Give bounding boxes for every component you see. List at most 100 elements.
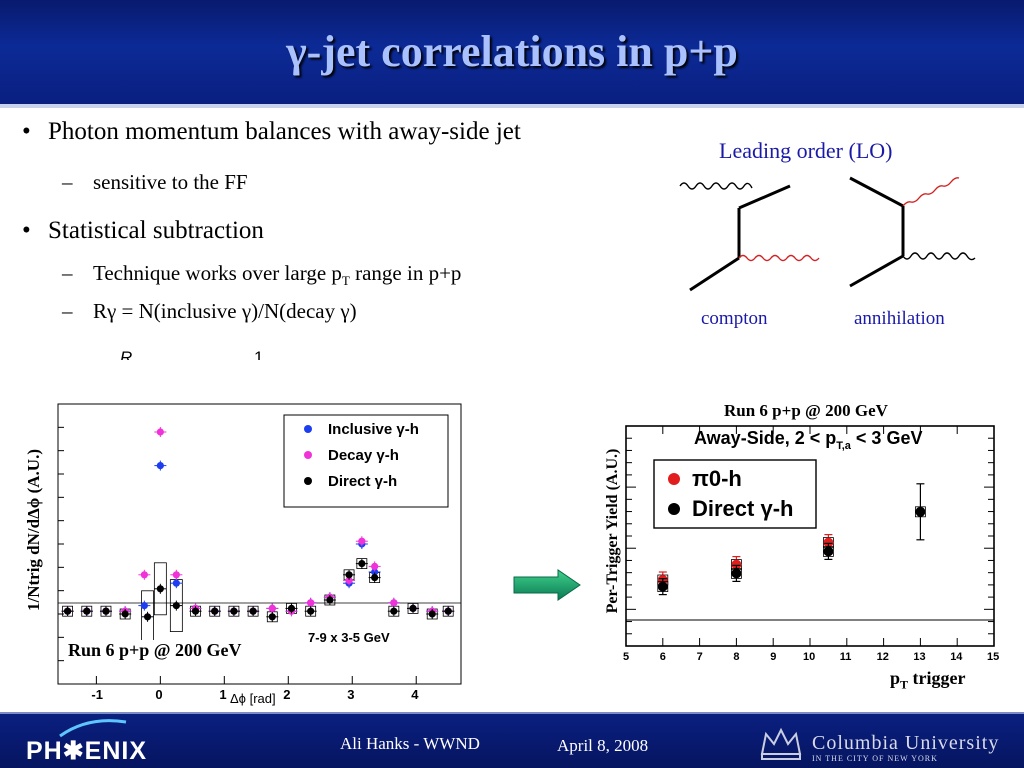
left-point-2 — [444, 607, 452, 615]
footer-date: April 8, 2008 — [557, 736, 649, 755]
left-point-2 — [287, 604, 296, 612]
left-point-2 — [326, 596, 334, 604]
sub-bullet-2-1: Technique works over large pT range in p… — [93, 261, 462, 289]
right-x-tick-label: 8 — [733, 651, 739, 663]
left-legend-entry: Inclusive γ-h — [328, 421, 419, 438]
left-point-1 — [345, 576, 353, 584]
slide-title: γ-jet correlations in p+p — [286, 27, 738, 76]
left-x-tick-label: -1 — [91, 687, 103, 702]
left-x-tick-label: 4 — [411, 687, 419, 702]
right-legend-box — [653, 459, 817, 529]
left-point-1 — [156, 428, 164, 436]
left-point-0 — [156, 462, 164, 470]
left-point-2 — [83, 607, 91, 615]
left-legend-entry: Direct γ-h — [328, 473, 397, 490]
left-point-2 — [345, 571, 353, 579]
left-point-1 — [390, 599, 398, 607]
left-legend-marker — [304, 451, 312, 459]
right-point-0 — [823, 537, 834, 548]
right-plot-panel: 5 6 7 8 9 10 11 12 13 14 15 Away-Side, 2 < pT,a < … — [598, 420, 1008, 720]
left-point-2 — [63, 607, 72, 615]
left-point-2 — [121, 610, 129, 618]
compton-quark-line — [738, 184, 791, 210]
right-legend-marker — [668, 503, 680, 515]
left-legend-marker — [304, 425, 312, 433]
right-x-tick-label: 14 — [950, 651, 963, 663]
left-point-0 — [140, 602, 148, 610]
left-point-2 — [156, 585, 164, 593]
svg-text:1: 1 — [254, 348, 263, 367]
left-x-tick-label: 1 — [219, 687, 226, 702]
left-y-axis-label: 1/Ntrig dN/dΔϕ (A.U.) — [24, 449, 43, 611]
left-point-1 — [172, 571, 180, 579]
right-legend-entry: Direct γ-h — [692, 496, 793, 521]
left-data-points — [61, 427, 455, 622]
sub-bullet-1-dash: – — [62, 170, 73, 194]
left-point-2 — [268, 613, 276, 621]
right-point-1 — [731, 568, 742, 579]
left-point-1 — [371, 562, 379, 570]
left-point-2 — [211, 607, 219, 615]
left-legend-marker — [304, 477, 312, 485]
left-point-0 — [172, 579, 180, 587]
left-point-2 — [230, 607, 238, 615]
caption-annihilation: annihilation — [854, 308, 945, 329]
slide-header — [0, 0, 1024, 104]
left-point-2 — [191, 607, 200, 615]
left-point-2 — [307, 607, 315, 615]
right-point-1 — [657, 581, 668, 592]
annihilation-gluon-line — [902, 252, 976, 261]
feynman-diagrams — [679, 176, 976, 292]
left-point-1 — [307, 599, 315, 607]
right-y-axis-label: Per-Trigger Yield (A.U.) — [604, 448, 621, 614]
right-x-tick-label: 7 — [697, 651, 703, 663]
bullet-1: Photon momentum balances with away-side … — [48, 118, 521, 145]
slide-footer — [0, 714, 1024, 768]
right-x-ticks: 5 6 7 8 9 10 11 12 13 14 15 — [623, 426, 999, 663]
annihilation-antiquark-in — [849, 254, 904, 288]
left-x-tick-label: 3 — [347, 687, 354, 702]
compton-out-quark — [689, 256, 740, 292]
transition-arrow-icon — [513, 569, 581, 601]
left-point-2 — [371, 574, 379, 582]
caption-compton: compton — [701, 308, 768, 329]
left-legend: Inclusive γ-h Decay γ-h Direct γ-h — [304, 421, 419, 490]
left-legend-entry: Decay γ-h — [328, 447, 399, 464]
left-point-1 — [358, 537, 366, 545]
annihilation-photon-line — [902, 177, 960, 207]
right-x-tick-label: 11 — [840, 651, 852, 663]
left-point-2 — [358, 560, 366, 568]
header-divider — [0, 104, 1024, 108]
left-annotation: 7-9 x 3-5 GeV — [308, 630, 390, 645]
left-point-2 — [249, 607, 257, 615]
right-x-tick-label: 5 — [623, 651, 629, 663]
left-point-1 — [140, 571, 148, 579]
right-x-tick-label: 13 — [913, 651, 925, 663]
diagram-title: Leading order (LO) — [719, 138, 893, 163]
sub-bullet-1-1: sensitive to the FF — [93, 170, 248, 194]
left-x-tick-label: 0 — [155, 687, 162, 702]
right-top-label: Run 6 p+p @ 200 GeV — [724, 401, 888, 420]
left-point-2 — [172, 602, 180, 610]
right-x-tick-label: 15 — [987, 651, 999, 663]
right-point-1 — [915, 506, 926, 517]
compton-photon-line — [738, 254, 820, 262]
sub-bullet-2-2: Rγ = N(inclusive γ)/N(decay γ) — [93, 299, 357, 323]
columbia-logo: Columbia University — [812, 732, 1000, 754]
footer-divider — [0, 712, 1024, 715]
columbia-crown-icon — [760, 727, 802, 760]
right-x-tick-label: 10 — [803, 651, 815, 663]
left-point-2 — [143, 613, 152, 621]
right-point-1 — [823, 546, 834, 557]
right-legend: π0-h Direct γ-h — [668, 466, 793, 521]
right-legend-entry: π0-h — [692, 466, 742, 491]
right-point-0 — [731, 559, 742, 570]
left-run-label: Run 6 p+p @ 200 GeV — [68, 640, 242, 661]
right-x-tick-label: 6 — [660, 651, 666, 663]
bullet-1-marker: • — [22, 118, 31, 145]
columbia-logo-sub: IN THE CITY OF NEW YORK — [812, 754, 938, 763]
right-data-points — [657, 483, 926, 596]
phenix-logo: PH✱ENIX — [26, 737, 148, 765]
right-yield-plot: 5 6 7 8 9 10 11 12 13 14 15 Away-Side, 2 < pT,a < … — [598, 420, 1008, 668]
left-x-ticks: -1 0 1 2 3 4 — [58, 426, 419, 702]
